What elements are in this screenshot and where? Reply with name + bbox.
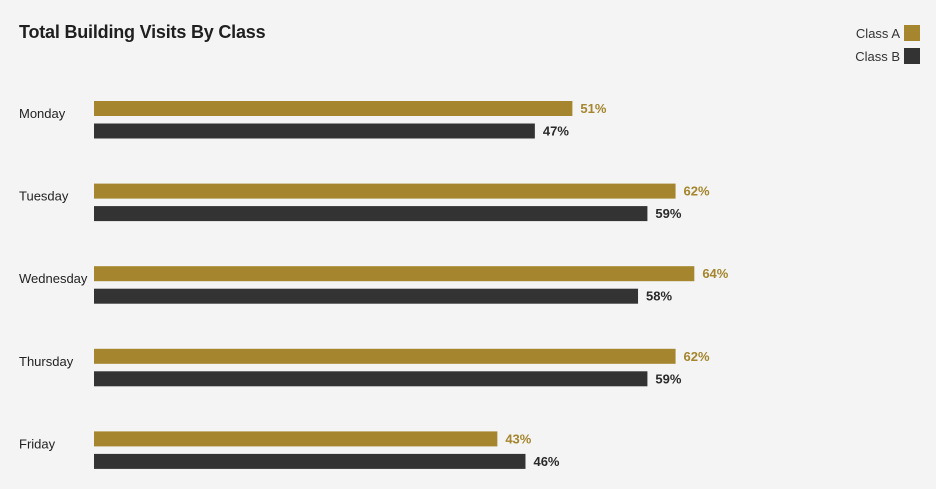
bar-class-a-wednesday[interactable]: [94, 266, 695, 282]
value-label-class-a-thursday: 62%: [684, 349, 710, 364]
bar-class-a-friday[interactable]: [94, 431, 498, 447]
chart-title: Total Building Visits By Class: [19, 22, 266, 42]
category-label-wednesday: Wednesday: [19, 271, 88, 286]
value-label-class-a-friday: 43%: [505, 431, 531, 446]
value-label-class-a-monday: 51%: [580, 101, 606, 116]
bar-class-b-friday[interactable]: [94, 453, 526, 469]
bar-class-a-thursday[interactable]: [94, 348, 676, 364]
bar-class-b-wednesday[interactable]: [94, 288, 639, 304]
legend: Class A Class B: [855, 25, 920, 71]
value-label-class-b-tuesday: 59%: [655, 206, 681, 221]
category-label-friday: Friday: [19, 436, 56, 451]
value-label-class-a-tuesday: 62%: [684, 184, 710, 199]
bar-class-b-thursday[interactable]: [94, 371, 648, 387]
legend-item-class-b[interactable]: Class B: [855, 48, 920, 64]
category-label-tuesday: Tuesday: [19, 189, 69, 204]
legend-label-class-a: Class A: [855, 25, 900, 41]
legend-item-class-a[interactable]: Class A: [855, 25, 920, 41]
bar-class-b-monday[interactable]: [94, 123, 535, 139]
value-label-class-b-monday: 47%: [543, 124, 569, 139]
value-label-class-a-wednesday: 64%: [702, 266, 728, 281]
legend-swatch-class-b: [904, 48, 920, 64]
value-label-class-b-friday: 46%: [533, 454, 559, 469]
legend-swatch-class-a: [904, 25, 920, 41]
value-label-class-b-wednesday: 58%: [646, 289, 672, 304]
bar-class-a-monday[interactable]: [94, 101, 573, 116]
bar-class-b-tuesday[interactable]: [94, 206, 648, 222]
category-label-thursday: Thursday: [19, 354, 74, 369]
legend-label-class-b: Class B: [855, 48, 900, 64]
value-label-class-b-thursday: 59%: [655, 371, 681, 386]
bar-class-a-tuesday[interactable]: [94, 183, 676, 199]
category-label-monday: Monday: [19, 106, 66, 121]
